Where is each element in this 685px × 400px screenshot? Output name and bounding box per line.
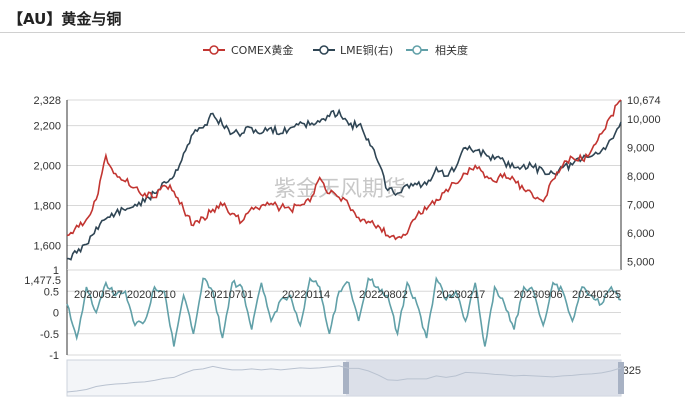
- corr-axis-tick-label: 1: [53, 265, 59, 277]
- page-title: 【AU】黄金与铜: [8, 10, 122, 28]
- legend-label-gold: COMEX黄金: [231, 43, 293, 57]
- axis-labels: 1,600 1,800 2,000 2,200 2,328 1,477.5 5,000 6,0…: [24, 95, 660, 377]
- top-x-tick-label: 20200527: [74, 289, 123, 301]
- left-axis-min-label: 1,477.5: [24, 275, 61, 287]
- left-axis-tick-label: 1,600: [33, 241, 61, 253]
- left-axis-tick-label: 2,000: [33, 161, 61, 173]
- legend[interactable]: COMEX黄金 LME铜(右) 相关度: [203, 43, 468, 57]
- top-x-tick-label: 20220802: [359, 289, 408, 301]
- right-axis-tick-label: 6,000: [627, 228, 655, 240]
- gold-series-line: [66, 99, 622, 241]
- slider-window[interactable]: [346, 360, 621, 396]
- top-x-tick-label: 20230217: [436, 289, 485, 301]
- header-divider: [0, 32, 685, 33]
- data-zoom-slider[interactable]: [66, 359, 624, 397]
- right-axis-tick-label: 7,000: [627, 200, 655, 212]
- right-axis-tick-label: 5,000: [627, 256, 655, 268]
- slider-preview-line: [66, 365, 622, 393]
- right-axis-tick-label: 10,674: [627, 95, 661, 107]
- top-grid: [66, 99, 622, 270]
- slider-handle-right[interactable]: [618, 362, 624, 394]
- top-x-tick-label: 20201210: [127, 289, 176, 301]
- bottom-grid: [66, 269, 621, 356]
- legend-label-corr: 相关度: [435, 43, 468, 57]
- legend-label-copper: LME铜(右): [340, 43, 393, 57]
- corr-axis-tick-label: 0.5: [44, 286, 59, 298]
- corr-series-line: [66, 275, 622, 347]
- top-x-tick-label: 20220114: [282, 289, 330, 301]
- right-axis-tick-label: 9,000: [627, 143, 655, 155]
- right-axis-tick-label: 8,000: [627, 171, 655, 183]
- legend-item-gold[interactable]: COMEX黄金: [203, 43, 293, 57]
- corr-axis-tick-label: -1: [49, 350, 59, 362]
- right-axis-tick-label: 10,000: [627, 114, 661, 126]
- series-layer: [66, 99, 622, 347]
- top-x-tick-label: 20230906: [514, 289, 563, 301]
- corr-axis-tick-label: 0: [53, 308, 59, 320]
- top-x-tick-label: 20240325: [572, 289, 621, 301]
- top-x-tick-label: 20210701: [204, 289, 253, 301]
- left-axis-tick-label: 2,328: [33, 95, 61, 107]
- left-axis-tick-label: 2,200: [33, 121, 61, 133]
- slider-handle-left[interactable]: [343, 362, 349, 394]
- left-axis-tick-label: 1,800: [33, 201, 61, 213]
- legend-item-copper[interactable]: LME铜(右): [313, 43, 393, 57]
- corr-axis-tick-label: -0.5: [40, 329, 59, 341]
- legend-item-corr[interactable]: 相关度: [406, 43, 468, 57]
